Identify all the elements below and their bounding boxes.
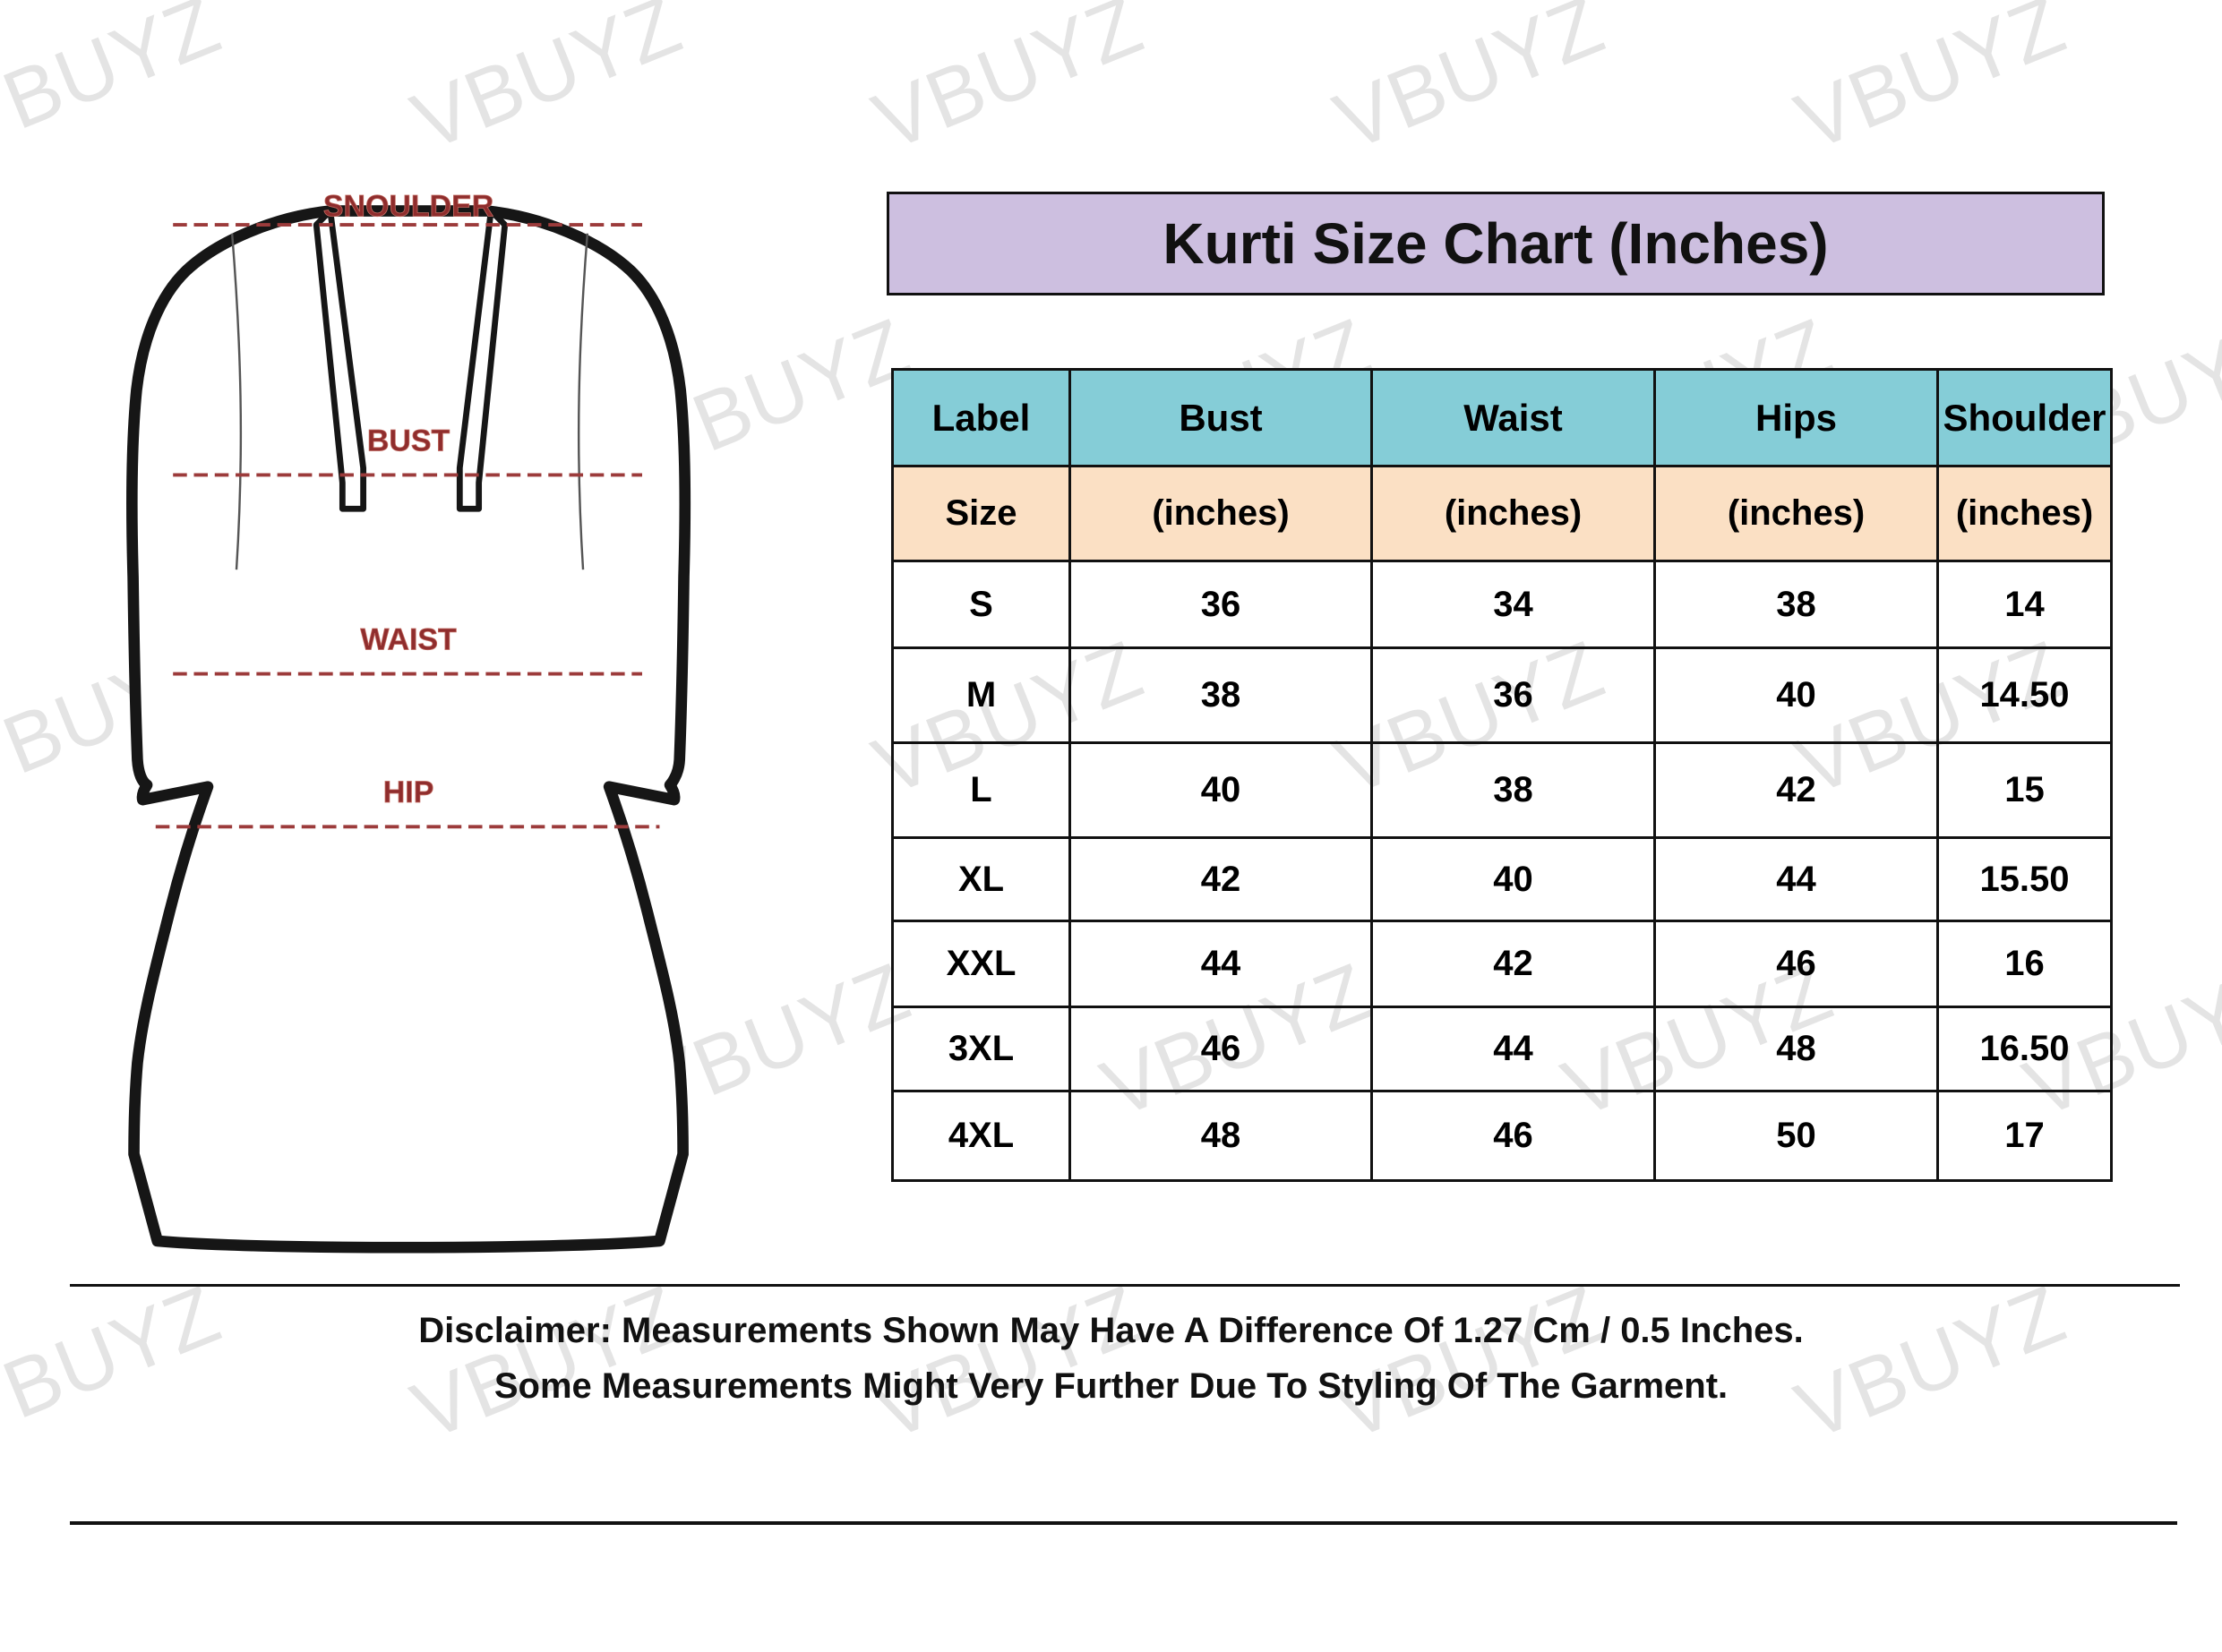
svg-text:BUST: BUST [367, 424, 450, 458]
svg-text:WAIST: WAIST [360, 622, 457, 656]
svg-text:HIP: HIP [383, 775, 434, 809]
svg-text:SNOULDER: SNOULDER [323, 189, 493, 223]
